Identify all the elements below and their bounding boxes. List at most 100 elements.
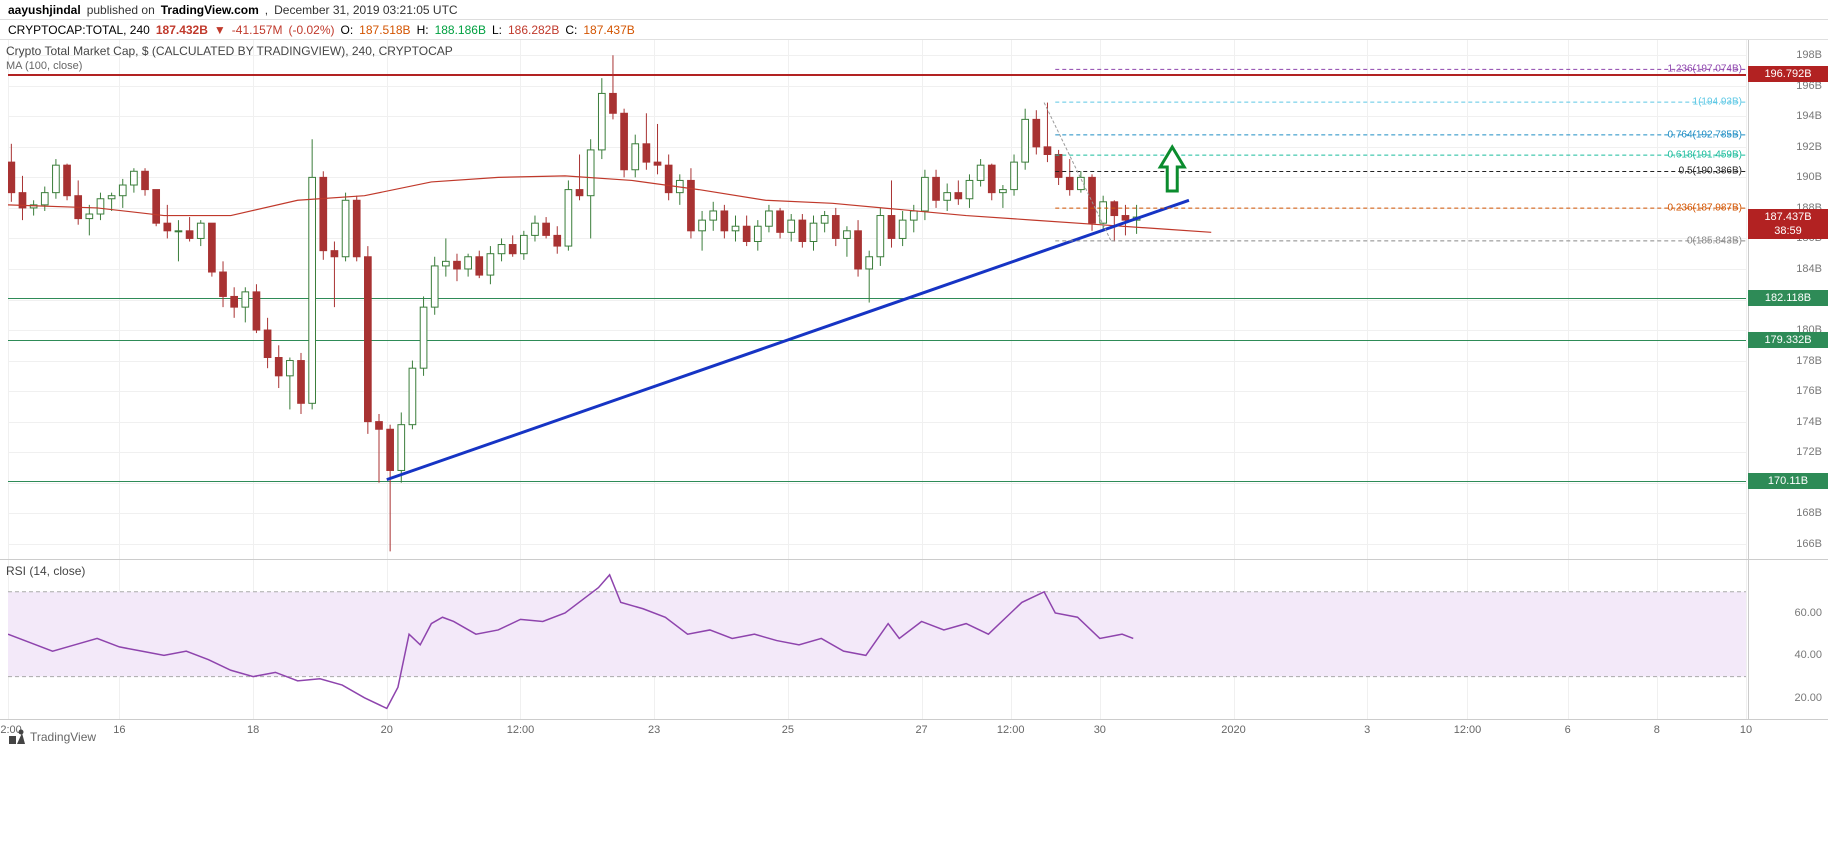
- candle-body[interactable]: [153, 190, 160, 224]
- candle-body[interactable]: [131, 171, 138, 185]
- candle-body[interactable]: [264, 330, 271, 357]
- candle-body[interactable]: [1044, 147, 1051, 155]
- candle-body[interactable]: [788, 220, 795, 232]
- candle-body[interactable]: [832, 216, 839, 239]
- candle-body[interactable]: [108, 196, 115, 199]
- candle-body[interactable]: [476, 257, 483, 275]
- candle-body[interactable]: [576, 190, 583, 196]
- candle-body[interactable]: [164, 223, 171, 231]
- candle-body[interactable]: [64, 165, 71, 196]
- candle-body[interactable]: [654, 162, 661, 165]
- candle-body[interactable]: [966, 180, 973, 198]
- candle-body[interactable]: [231, 296, 238, 307]
- candle-body[interactable]: [855, 231, 862, 269]
- candle-body[interactable]: [910, 211, 917, 220]
- candle-body[interactable]: [86, 214, 93, 219]
- candle-body[interactable]: [142, 171, 149, 189]
- candle-body[interactable]: [398, 425, 405, 471]
- candle-body[interactable]: [587, 150, 594, 196]
- candle-body[interactable]: [721, 211, 728, 231]
- candle-body[interactable]: [242, 292, 249, 307]
- candle-body[interactable]: [977, 165, 984, 180]
- candle-body[interactable]: [632, 144, 639, 170]
- candle-body[interactable]: [821, 216, 828, 224]
- candle-body[interactable]: [376, 422, 383, 430]
- rsi-chart[interactable]: RSI (14, close) 20.0040.0060.00: [0, 560, 1828, 720]
- candle-body[interactable]: [498, 245, 505, 254]
- price-axis[interactable]: 166B168B170B172B174B176B178B180B182B184B…: [1748, 40, 1828, 559]
- candle-body[interactable]: [53, 165, 60, 192]
- candle-body[interactable]: [420, 307, 427, 368]
- candle-body[interactable]: [1022, 119, 1029, 162]
- candle-body[interactable]: [754, 226, 761, 241]
- candle-body[interactable]: [955, 193, 962, 199]
- candle-body[interactable]: [922, 177, 929, 211]
- candle-body[interactable]: [1089, 177, 1096, 223]
- time-axis[interactable]: 12:0016182012:0023252712:00302020312:006…: [0, 720, 1828, 750]
- candle-body[interactable]: [487, 254, 494, 275]
- candle-body[interactable]: [766, 211, 773, 226]
- candle-body[interactable]: [743, 226, 750, 241]
- candle-body[interactable]: [275, 358, 282, 376]
- candle-body[interactable]: [799, 220, 806, 241]
- candle-body[interactable]: [97, 199, 104, 214]
- candle-body[interactable]: [665, 165, 672, 192]
- main-price-chart[interactable]: Crypto Total Market Cap, $ (CALCULATED B…: [0, 40, 1828, 560]
- candle-body[interactable]: [520, 235, 527, 253]
- rsi-axis[interactable]: 20.0040.0060.00: [1748, 560, 1828, 719]
- candle-body[interactable]: [287, 361, 294, 376]
- candle-body[interactable]: [554, 235, 561, 246]
- candle-body[interactable]: [220, 272, 227, 296]
- candle-body[interactable]: [866, 257, 873, 269]
- candle-body[interactable]: [1066, 177, 1073, 189]
- candle-body[interactable]: [320, 177, 327, 250]
- candle-body[interactable]: [899, 220, 906, 238]
- candle-body[interactable]: [543, 223, 550, 235]
- candle-body[interactable]: [331, 251, 338, 257]
- candle-body[interactable]: [209, 223, 216, 272]
- candle-body[interactable]: [454, 261, 461, 269]
- candle-body[interactable]: [643, 144, 650, 162]
- candle-body[interactable]: [1011, 162, 1018, 189]
- candle-body[interactable]: [342, 200, 349, 256]
- candle-body[interactable]: [732, 226, 739, 231]
- candle-body[interactable]: [699, 220, 706, 231]
- candle-body[interactable]: [119, 185, 126, 196]
- candle-body[interactable]: [253, 292, 260, 330]
- ma-line[interactable]: [8, 176, 1211, 232]
- candle-body[interactable]: [610, 93, 617, 113]
- candle-body[interactable]: [810, 223, 817, 241]
- candle-body[interactable]: [1000, 190, 1007, 193]
- candle-body[interactable]: [186, 231, 193, 239]
- candle-body[interactable]: [844, 231, 851, 239]
- candle-body[interactable]: [8, 162, 15, 193]
- candle-body[interactable]: [1122, 216, 1129, 221]
- candle-body[interactable]: [41, 193, 48, 205]
- candle-body[interactable]: [1033, 119, 1040, 146]
- candle-body[interactable]: [443, 261, 450, 266]
- trend-line[interactable]: [387, 200, 1189, 479]
- candle-body[interactable]: [387, 429, 394, 470]
- candle-body[interactable]: [309, 177, 316, 403]
- candle-body[interactable]: [621, 113, 628, 169]
- candle-body[interactable]: [1111, 202, 1118, 216]
- candle-body[interactable]: [353, 200, 360, 256]
- candle-body[interactable]: [888, 216, 895, 239]
- candle-body[interactable]: [409, 368, 416, 424]
- candle-body[interactable]: [944, 193, 951, 201]
- candle-body[interactable]: [365, 257, 372, 422]
- candle-body[interactable]: [197, 223, 204, 238]
- candle-body[interactable]: [1078, 177, 1085, 189]
- candle-body[interactable]: [565, 190, 572, 246]
- candle-body[interactable]: [431, 266, 438, 307]
- candle-body[interactable]: [988, 165, 995, 192]
- candle-body[interactable]: [933, 177, 940, 200]
- candle-body[interactable]: [777, 211, 784, 232]
- candle-body[interactable]: [598, 93, 605, 149]
- candle-body[interactable]: [509, 245, 516, 254]
- candle-body[interactable]: [465, 257, 472, 269]
- candle-body[interactable]: [877, 216, 884, 257]
- candle-body[interactable]: [175, 231, 182, 232]
- candle-body[interactable]: [298, 361, 305, 404]
- candle-body[interactable]: [532, 223, 539, 235]
